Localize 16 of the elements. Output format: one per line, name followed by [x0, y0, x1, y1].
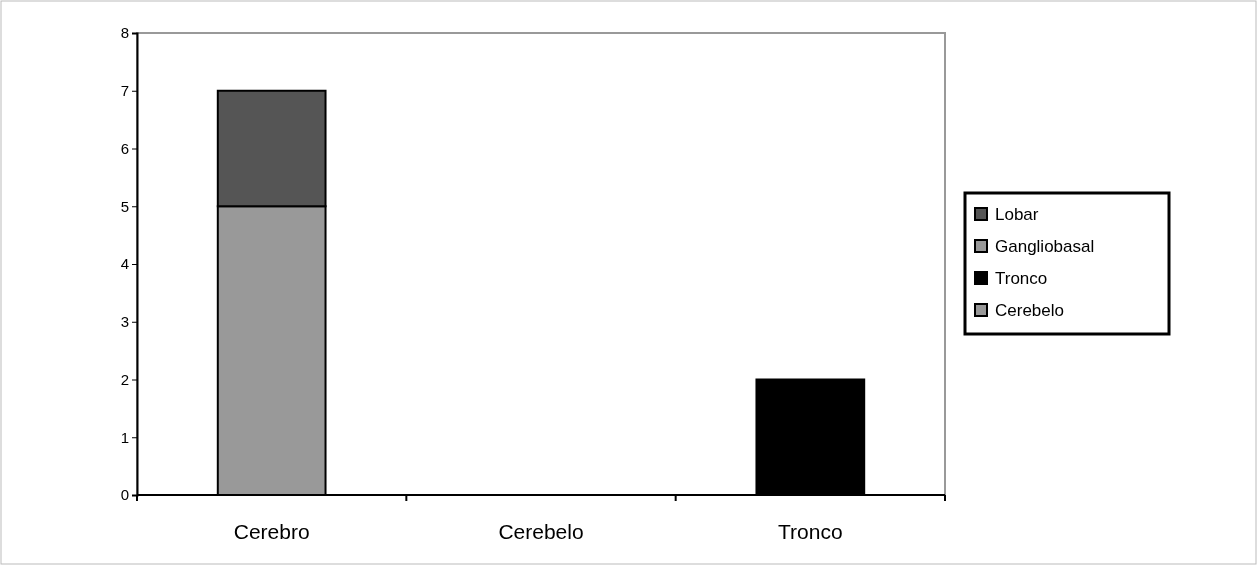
y-tick-label: 7: [120, 82, 129, 100]
x-tick-label: Cerebro: [233, 520, 310, 543]
y-tick-label: 6: [120, 139, 129, 157]
legend-label: Gangliobasal: [995, 237, 1095, 256]
y-tick-label: 5: [120, 197, 129, 215]
y-tick-label: 2: [120, 370, 129, 388]
y-tick-label: 8: [120, 24, 129, 42]
y-tick-label: 1: [120, 428, 129, 446]
legend-label: Cerebelo: [995, 301, 1064, 320]
y-tick-label: 0: [120, 486, 129, 504]
legend-label: Lobar: [995, 205, 1039, 224]
legend-label: Tronco: [995, 269, 1048, 288]
y-tick-label: 3: [120, 313, 129, 331]
x-tick-label: Tronco: [778, 520, 843, 543]
x-tick-label: Cerebelo: [498, 520, 584, 543]
y-tick-label: 4: [120, 255, 129, 273]
